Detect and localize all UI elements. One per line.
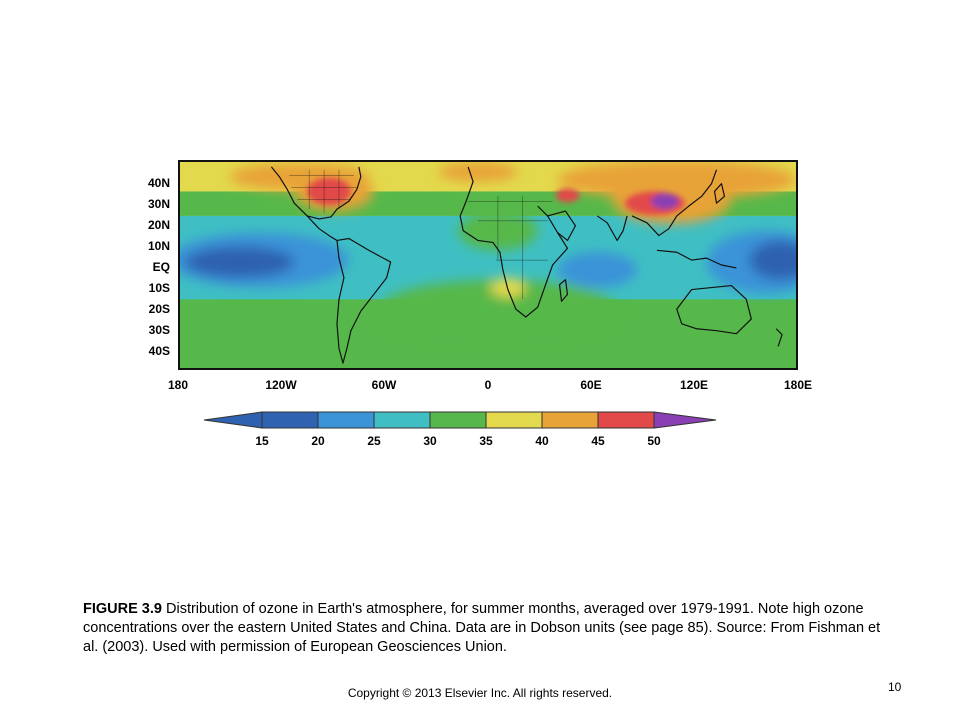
south-atlantic-high: [378, 279, 618, 339]
maritime-se-asia: [656, 249, 737, 269]
colorbar-bin-20-25: [317, 411, 375, 429]
copyright-notice: Copyright © 2013 Elsevier Inc. All right…: [347, 686, 613, 700]
caption-text: Distribution of ozone in Earth's atmosph…: [83, 601, 881, 655]
colorbar-bin-30-35: [429, 411, 487, 429]
india: [596, 215, 628, 242]
north-orange-c: [438, 162, 518, 182]
colorbar-over-arrow: [653, 411, 717, 429]
lat-label-40s: 40S: [148, 344, 170, 358]
pacific-low-west-core: [749, 240, 796, 280]
colorbar-under-arrow: [203, 411, 263, 429]
colorbar: [203, 411, 717, 429]
ozone-map: [178, 160, 798, 370]
europe-africa-west: [459, 166, 569, 318]
china-purple: [650, 193, 679, 210]
asia-east: [631, 169, 718, 237]
lat-label-eq: EQ: [152, 260, 170, 274]
lon-label-60e: 60E: [580, 378, 602, 392]
colorbar-tick-50: 50: [647, 434, 661, 448]
lon-label-180e: 180E: [783, 378, 813, 392]
lon-label-120w: 120W: [265, 378, 297, 392]
colorbar-bin-40-45: [541, 411, 599, 429]
colorbar-tick-20: 20: [311, 434, 325, 448]
lat-label-20n: 20N: [147, 218, 170, 232]
ozone-map-svg: [180, 162, 796, 368]
africa-country-lines: [468, 196, 553, 300]
madagascar: [558, 279, 569, 302]
lon-label-60w: 60W: [371, 378, 397, 392]
lon-label-0: 0: [484, 378, 492, 392]
colorbar-tick-40: 40: [535, 434, 549, 448]
pacific-low-east-core: [184, 246, 295, 278]
colorbar-tick-15: 15: [255, 434, 269, 448]
colorbar-bin-15-20: [261, 411, 319, 429]
us-red: [307, 177, 351, 206]
north-america-coast: [270, 166, 362, 220]
page-number: 10: [888, 680, 902, 694]
colorbar-tick-25: 25: [367, 434, 381, 448]
colorbar-bin-45-50: [597, 411, 655, 429]
mideast-red: [555, 188, 580, 203]
figure-label: FIGURE 3.9: [83, 601, 162, 617]
colorbar-bin-25-30: [373, 411, 431, 429]
coastlines: [270, 166, 783, 364]
lat-label-40n: 40N: [147, 176, 170, 190]
lat-label-10n: 10N: [147, 239, 170, 253]
colorbar-tick-35: 35: [479, 434, 493, 448]
lat-label-20s: 20S: [148, 302, 170, 316]
lon-label-120e: 120E: [679, 378, 709, 392]
indian-ocean-low: [557, 252, 638, 288]
arabia: [547, 210, 577, 242]
colorbar-tick-30: 30: [423, 434, 437, 448]
us-state-lines: [289, 169, 357, 214]
lat-label-30n: 30N: [147, 197, 170, 211]
australia: [676, 285, 752, 335]
colorbar-tick-45: 45: [591, 434, 605, 448]
new-zealand: [775, 328, 783, 347]
japan: [713, 182, 726, 204]
central-america-coast: [306, 215, 338, 241]
lat-label-30s: 30S: [148, 323, 170, 337]
lon-label-180: 180: [167, 378, 189, 392]
south-america-coast: [336, 237, 392, 364]
colorbar-bin-35-40: [485, 411, 543, 429]
lat-label-10s: 10S: [148, 281, 170, 295]
figure-caption: FIGURE 3.9 Distribution of ozone in Eart…: [83, 600, 883, 657]
